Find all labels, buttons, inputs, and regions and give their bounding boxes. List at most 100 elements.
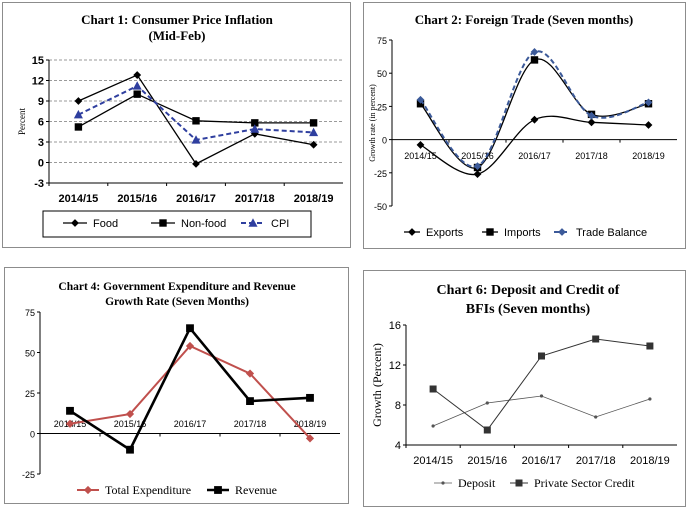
chart1-title-line-1: (Mid-Feb) xyxy=(148,28,205,43)
chart4-ytick-label: -25 xyxy=(22,470,35,480)
chart1-ytick-label: 3 xyxy=(38,137,44,149)
chart4-series-0-point xyxy=(125,409,135,419)
chart2-ytick-label: -25 xyxy=(374,169,387,179)
chart4-title-line-1: Growth Rate (Seven Months) xyxy=(105,296,249,308)
chart1-xtick-label: 2018/19 xyxy=(294,193,334,205)
chart2-series-2-point xyxy=(530,48,539,56)
chart1-series-0-point xyxy=(74,97,83,105)
chart4-ytick-label: 25 xyxy=(25,389,35,399)
chart1-series-2-point xyxy=(250,124,260,133)
chart1-ytick-label: 6 xyxy=(38,117,44,129)
chart2-series-0-point xyxy=(473,170,482,179)
chart2-xtick-label: 2014/15 xyxy=(404,151,437,161)
chart4-series-0-point xyxy=(305,434,315,443)
chart4-legend-label-0: Total Expenditure xyxy=(105,483,191,497)
chart1-series-0-point xyxy=(133,71,142,79)
chart2-legend-marker-2 xyxy=(558,228,566,236)
chart6-series-0-line xyxy=(432,395,651,427)
chart-6-svg: Chart 6: Deposit and Credit of BFIs (Seve… xyxy=(370,283,677,490)
chart6-series-1-point xyxy=(646,342,654,350)
chart6-legend-label-0: Deposit xyxy=(458,476,496,490)
chart4-ytick-label: 0 xyxy=(30,430,35,440)
chart2-series-2-point xyxy=(473,162,482,171)
chart6-title-line-1: BFIs (Seven months) xyxy=(466,302,591,317)
chart1-y-axis-title: Percent xyxy=(17,108,27,135)
chart6-series-1-point xyxy=(429,385,437,393)
chart-2-panel: Chart 2: Foreign Trade (Seven months) 75 5… xyxy=(363,2,686,249)
chart4-xtick-label: 2016/17 xyxy=(174,419,207,429)
chart2-xtick-label: 2017/18 xyxy=(575,151,608,161)
chart2-ytick-label: 0 xyxy=(382,136,387,146)
chart2-series-0-point xyxy=(587,118,596,127)
chart2-series-0-point xyxy=(530,115,539,124)
chart6-ytick-label: 4 xyxy=(395,440,401,452)
chart6-xtick-label: 2017/18 xyxy=(576,455,616,467)
chart2-ytick-label: 50 xyxy=(377,69,387,79)
chart1-title-line-0: Chart 1: Consumer Price Inflation xyxy=(81,12,274,27)
chart2-legend-marker-1 xyxy=(486,228,494,236)
chart1-legend-label-2: CPI xyxy=(271,218,289,230)
chart6-series-1-point xyxy=(592,335,600,343)
chart2-series-2-point xyxy=(644,98,653,107)
chart2-series-2-point xyxy=(587,111,596,120)
chart4-xtick-label: 2015/16 xyxy=(114,419,147,429)
chart6-series-0-point xyxy=(485,401,489,405)
chart4-legend-marker-1 xyxy=(214,486,222,494)
chart4-series-1-point xyxy=(186,324,194,333)
chart2-ytick-label: 25 xyxy=(377,102,387,112)
chart4-legend-label-1: Revenue xyxy=(235,483,277,497)
chart6-ytick-label: 16 xyxy=(389,320,401,332)
chart-4-panel: Chart 4: Government Expenditure and Reve… xyxy=(4,267,349,504)
chart2-legend-label-0: Exports xyxy=(426,227,464,239)
chart-1-svg: Chart 1: Consumer Price Inflation(Mid-Fe… xyxy=(17,12,343,238)
chart1-series-1-point xyxy=(192,117,200,125)
chart1-series-0-point xyxy=(192,159,200,168)
chart2-ytick-label: 75 xyxy=(377,36,387,46)
chart-2-svg: Chart 2: Foreign Trade (Seven months) 75 5… xyxy=(368,12,677,239)
chart1-series-2-point xyxy=(309,127,319,137)
chart1-legend-label-1: Non-food xyxy=(181,218,226,230)
chart1-legend-marker-2 xyxy=(248,218,258,227)
chart4-xtick-label: 2017/18 xyxy=(234,419,267,429)
chart2-legend-label-2: Trade Balance xyxy=(576,227,647,239)
chart4-ytick-label: 75 xyxy=(25,308,35,318)
chart4-title-line-0: Chart 4: Government Expenditure and Reve… xyxy=(58,281,295,293)
chart4-legend-marker-0 xyxy=(83,485,93,495)
chart-1-panel: Chart 1: Consumer Price Inflation (Mid-Fe… xyxy=(2,2,351,248)
chart6-legend-label-1: Private Sector Credit xyxy=(534,476,635,490)
chart1-legend-label-0: Food xyxy=(93,218,118,230)
chart1-xtick-label: 2016/17 xyxy=(176,193,216,205)
chart6-xtick-label: 2014/15 xyxy=(413,455,453,467)
chart6-series-0-point xyxy=(539,394,544,398)
chart2-title-line-0: Chart 2: Foreign Trade (Seven months) xyxy=(415,12,633,27)
chart1-series-0-point xyxy=(309,140,318,149)
chart1-ytick-label: 12 xyxy=(32,76,44,88)
chart6-xtick-label: 2016/17 xyxy=(522,455,562,467)
chart1-legend-marker-1 xyxy=(159,219,167,227)
chart2-series-2-line xyxy=(419,50,649,168)
chart1-ytick-label: -3 xyxy=(34,178,44,190)
chart6-series-1-point xyxy=(538,352,545,360)
chart1-series-2-point xyxy=(73,109,83,119)
chart2-y-axis-title: Growth rate (in percent) xyxy=(368,84,377,162)
chart4-series-1-point xyxy=(66,406,74,415)
chart6-xtick-label: 2018/19 xyxy=(630,455,670,467)
chart1-series-1-point xyxy=(74,123,83,131)
chart4-xtick-label: 2018/19 xyxy=(294,419,327,429)
chart1-series-2-point xyxy=(132,81,142,90)
chart6-title-line-0: Chart 6: Deposit and Credit of xyxy=(437,283,620,298)
chart2-xtick-label: 2015/16 xyxy=(461,151,494,161)
chart2-legend-label-1: Imports xyxy=(504,227,541,239)
chart2-ytick-label: -50 xyxy=(374,202,387,212)
chart4-series-0-point xyxy=(65,419,75,428)
chart2-series-2-point xyxy=(416,95,425,104)
chart1-series-2-line xyxy=(77,84,314,142)
chart1-legend-box xyxy=(42,210,312,238)
chart2-series-0-point xyxy=(416,141,425,149)
chart6-series-0-point xyxy=(648,397,652,401)
chart1-series-1-point xyxy=(133,90,141,98)
chart4-series-1-point xyxy=(126,445,134,454)
chart4-ytick-label: 50 xyxy=(25,349,35,359)
chart2-series-0-line xyxy=(420,115,649,176)
chart4-series-1-point xyxy=(246,397,254,405)
